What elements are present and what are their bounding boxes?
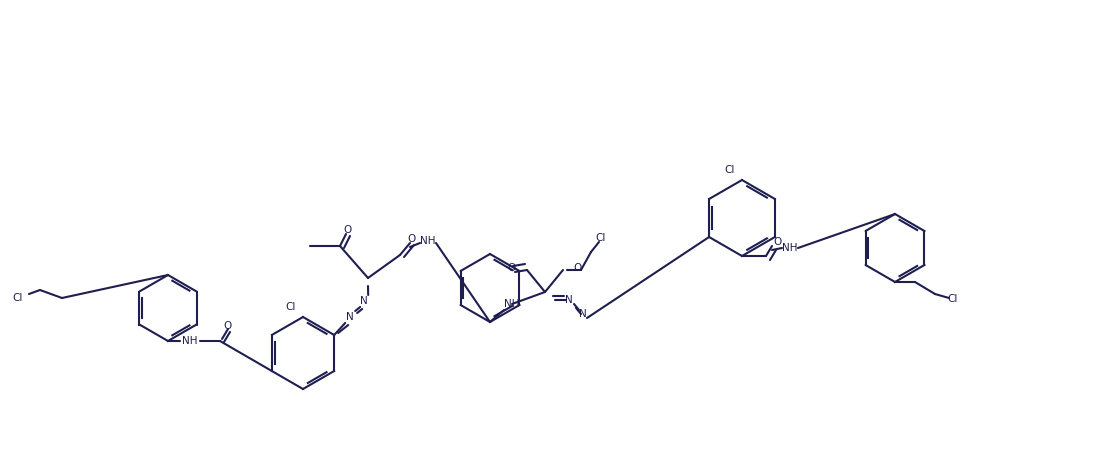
Text: NH: NH <box>505 299 520 309</box>
Text: N: N <box>347 312 354 322</box>
Text: O: O <box>408 234 416 244</box>
Text: N: N <box>360 296 369 306</box>
Text: Cl: Cl <box>948 294 958 304</box>
Text: Cl: Cl <box>596 233 607 243</box>
Text: NH: NH <box>420 236 436 246</box>
Text: O: O <box>507 263 516 273</box>
Text: NH: NH <box>182 336 197 346</box>
Text: Cl: Cl <box>13 293 23 303</box>
Text: O: O <box>573 263 581 273</box>
Text: O: O <box>224 321 233 331</box>
Text: O: O <box>773 237 782 247</box>
Text: N: N <box>565 295 573 305</box>
Text: NH: NH <box>782 243 798 253</box>
Text: O: O <box>343 225 352 235</box>
Text: N: N <box>579 309 587 319</box>
Text: Cl: Cl <box>725 165 735 175</box>
Text: Cl: Cl <box>286 302 296 312</box>
